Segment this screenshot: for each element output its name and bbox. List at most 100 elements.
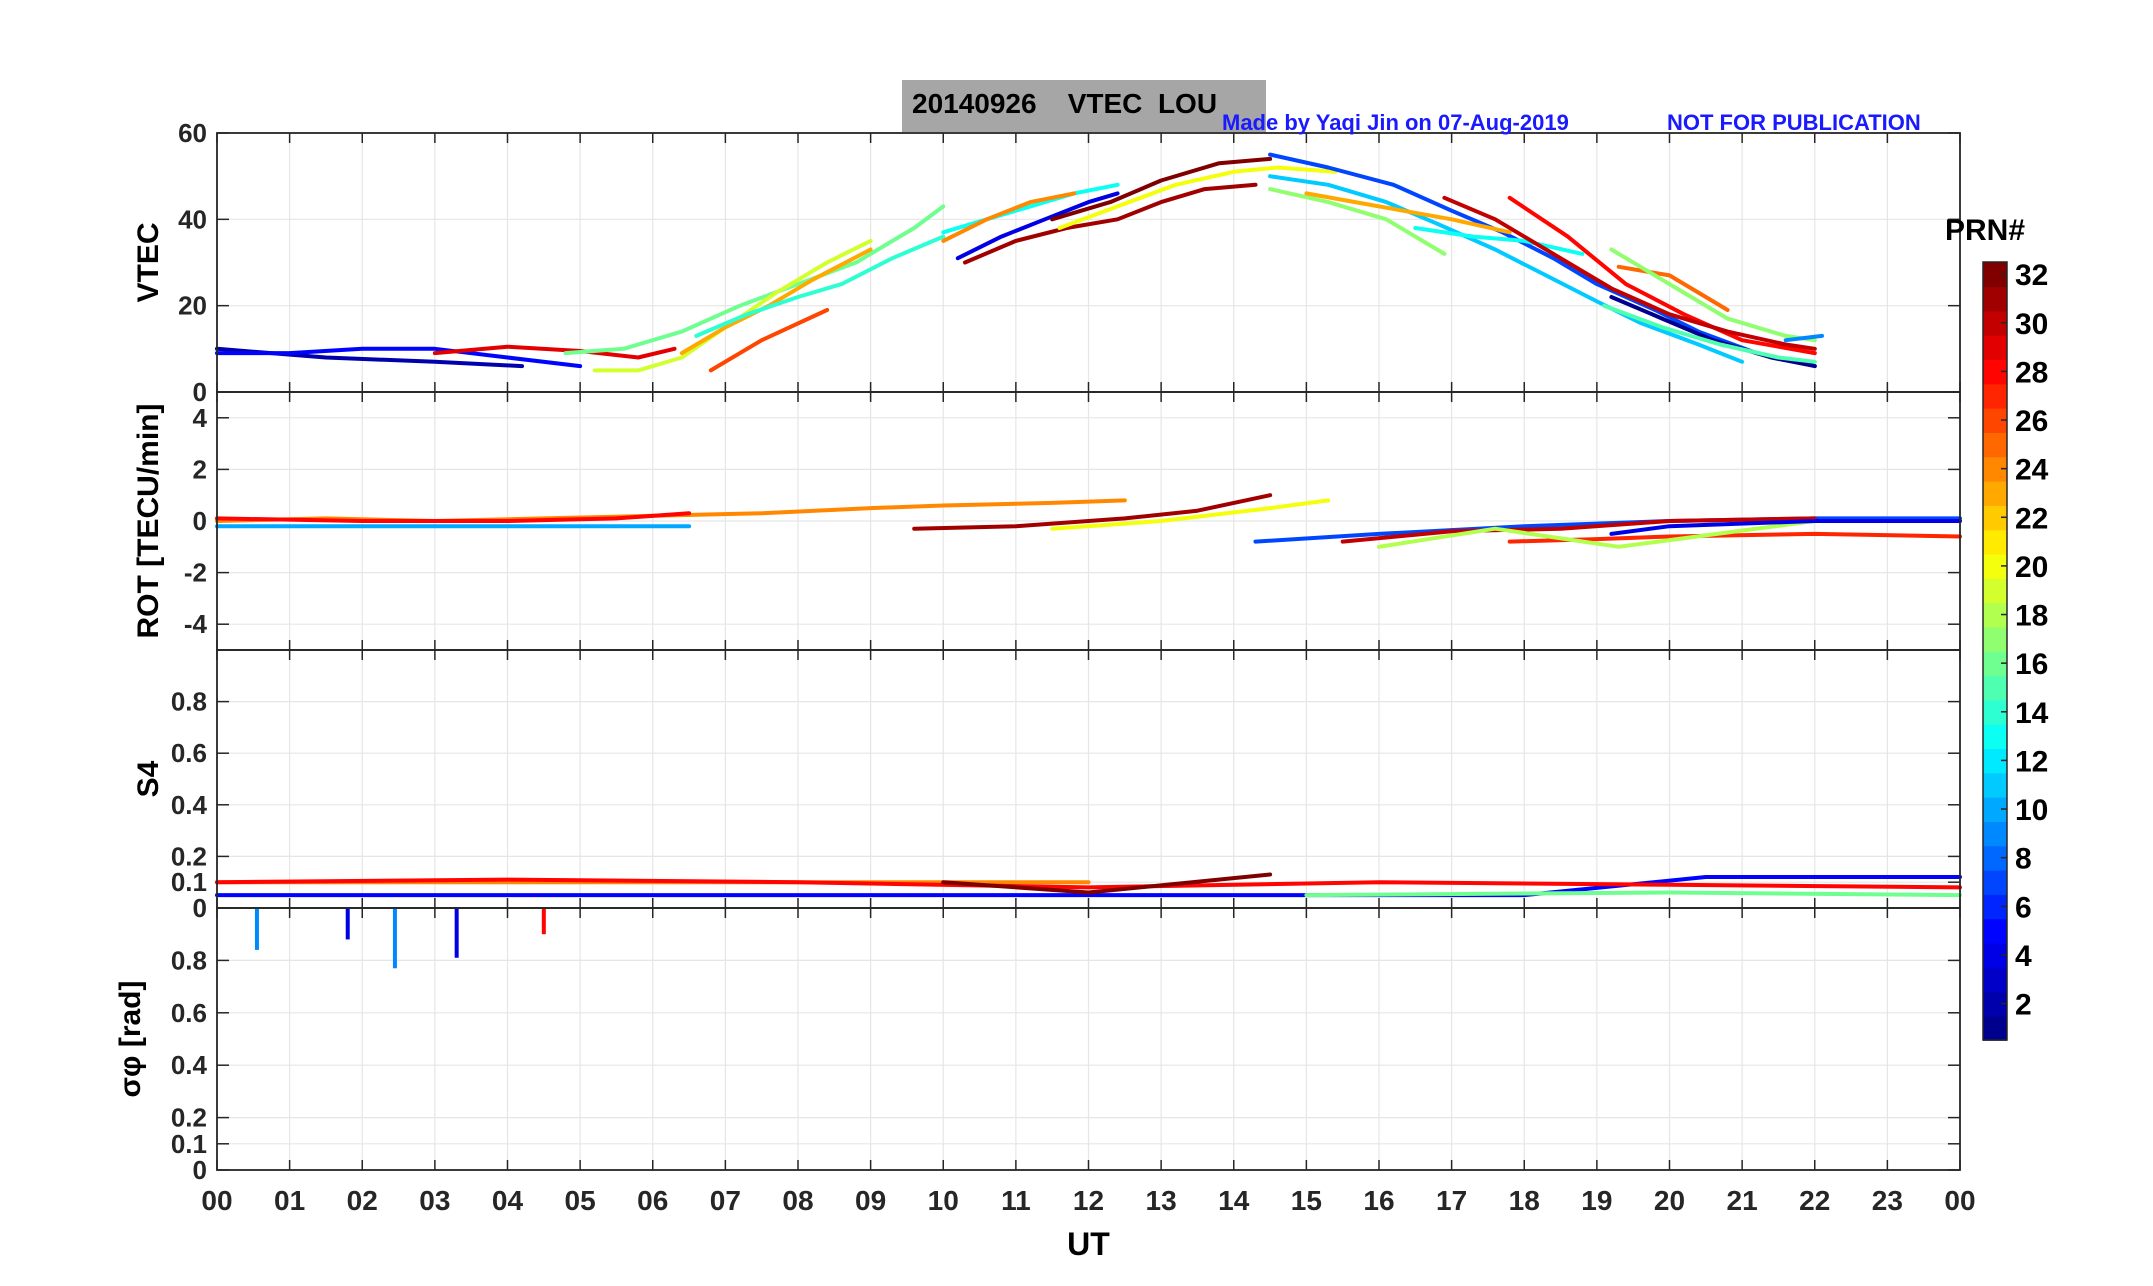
x-tick-label: 07 (710, 1185, 741, 1216)
title-banner (902, 80, 1266, 132)
x-tick-label: 22 (1799, 1185, 1830, 1216)
y-tick-label: -4 (184, 609, 208, 639)
x-tick-label: 11 (1001, 1185, 1031, 1216)
colorbar-segment (1983, 286, 2007, 312)
x-tick-label: 03 (419, 1185, 450, 1216)
x-tick-label: 19 (1581, 1185, 1612, 1216)
panel-vtec: 0 20 40 60 VTEC (132, 118, 1961, 407)
series-prn-07 (1253, 516, 1962, 544)
x-tick-label: 00 (201, 1185, 232, 1216)
colorbar-segment (1983, 432, 2007, 458)
series-prn-31 (963, 182, 1258, 265)
y-tick-label: 0.2 (171, 841, 207, 871)
title-quantity: VTEC (1067, 88, 1143, 119)
series-prn-14 (694, 234, 946, 338)
y-tick-label: 40 (178, 204, 207, 234)
colorbar-segment (1983, 529, 2007, 555)
series-prn-24 (941, 191, 1076, 243)
chart-title: 20140926 VTEC LOU (912, 88, 1217, 120)
colorbar-segment (1983, 869, 2007, 895)
series-prn-32 (1050, 156, 1273, 222)
title-station: LOU (1157, 88, 1218, 119)
y-tick-label: 0.8 (171, 687, 207, 717)
y-tick-label: 0 (193, 506, 207, 536)
x-tick-label: 17 (1436, 1185, 1467, 1216)
colorbar-tick-label: 20 (2015, 551, 2048, 584)
series-prn-28 (215, 877, 1962, 890)
colorbar-segment (1983, 334, 2007, 361)
x-tick-label: 15 (1291, 1185, 1322, 1216)
y-tick-label: 20 (178, 291, 207, 321)
series-prn-23b (1304, 191, 1512, 235)
x-tick-label: 21 (1727, 1185, 1758, 1216)
colorbar-tick-label: 4 (2015, 940, 2032, 973)
series-prn-26 (708, 308, 830, 373)
colorbar-tick-label: 14 (2015, 697, 2049, 730)
x-tick-label: 09 (855, 1185, 886, 1216)
series-prn-07 (1268, 152, 1817, 369)
x-tick-label: 23 (1872, 1185, 1903, 1216)
series-prn-13 (941, 182, 1120, 235)
y-tick-label: 2 (193, 454, 207, 484)
colorbar-segment (1983, 1015, 2007, 1041)
series-prn-28 (215, 511, 692, 523)
colorbar-segment (1983, 967, 2007, 993)
colorbar-segment (1983, 772, 2007, 798)
series-prn-25 (1616, 264, 1730, 312)
y-tick-label: 0 (193, 377, 207, 407)
series-prn-23 (679, 247, 873, 356)
series-prn-28 (1507, 195, 1817, 356)
y-axis-label: σφ [rad] (114, 981, 147, 1098)
y-tick-label: 0.8 (171, 945, 207, 975)
y-tick-label: 0.4 (171, 790, 208, 820)
series-prn-11 (1268, 174, 1745, 364)
colorbar-segment (1983, 578, 2007, 604)
x-tick-label: 20 (1654, 1185, 1685, 1216)
panel-sigma_phi: 00.10.2 0.4 0.6 0.8 σφ [rad] (114, 907, 1961, 1185)
y-tick-label: 0.1 (171, 1129, 207, 1159)
series-prn-24 (215, 498, 1127, 523)
colorbar-tick-label: 8 (2015, 843, 2032, 876)
colorbar-tick-label: 18 (2015, 600, 2048, 633)
colorbar-tick-label: 26 (2015, 405, 2048, 438)
credit-text: Made by Yaqi Jin on 07-Aug-2019 (1222, 110, 1569, 135)
series-prn-05 (215, 346, 583, 369)
colorbar-label: PRN# (1945, 214, 2025, 247)
x-tick-label: 08 (782, 1185, 813, 1216)
series-prn-17 (1268, 187, 1447, 256)
y-tick-label: 0.2 (171, 1103, 207, 1133)
y-axis-label: VTEC (132, 222, 165, 302)
colorbar-tick-label: 16 (2015, 648, 2048, 681)
x-tick-label: 13 (1146, 1185, 1177, 1216)
colorbar-segment (1983, 821, 2007, 847)
panel-rot: -4 -2 0 2 4 ROT [TECU/min] (132, 391, 1962, 651)
series-prn-30 (1442, 195, 1817, 351)
colorbar-tick-label: 30 (2015, 308, 2048, 341)
colorbar-segment (1983, 675, 2007, 701)
x-tick-label: 14 (1218, 1185, 1250, 1216)
title-date: 20140926 (912, 88, 1037, 119)
series-prn-31 (912, 493, 1273, 531)
x-tick-label: 05 (565, 1185, 596, 1216)
colorbar-frame (1982, 261, 2008, 1041)
y-axis-label: S4 (132, 760, 165, 797)
x-tick-label: 18 (1509, 1185, 1540, 1216)
colorbar-segment (1983, 918, 2007, 944)
x-tick-label: 01 (274, 1185, 305, 1216)
colorbar-segment (1983, 383, 2007, 409)
series-prn-30 (1340, 516, 1817, 544)
x-tick-label: 10 (928, 1185, 959, 1216)
x-tick-label: 02 (347, 1185, 378, 1216)
panel-s4: 00.10.2 0.4 0.6 0.8 S4 (132, 649, 1962, 923)
series-prn-32 (941, 872, 1273, 895)
series-prn-15 (1602, 303, 1817, 364)
series-prn-09 (1783, 333, 1824, 343)
y-tick-label: 0.4 (171, 1050, 208, 1080)
series-prn-18 (1377, 519, 1817, 549)
series-prn-16 (1304, 890, 1962, 898)
series-prn-20 (1057, 165, 1338, 230)
x-tick-label: 06 (637, 1185, 668, 1216)
colorbar-tick-label: 24 (2015, 454, 2049, 487)
not-for-publication: NOT FOR PUBLICATION (1667, 110, 1921, 135)
